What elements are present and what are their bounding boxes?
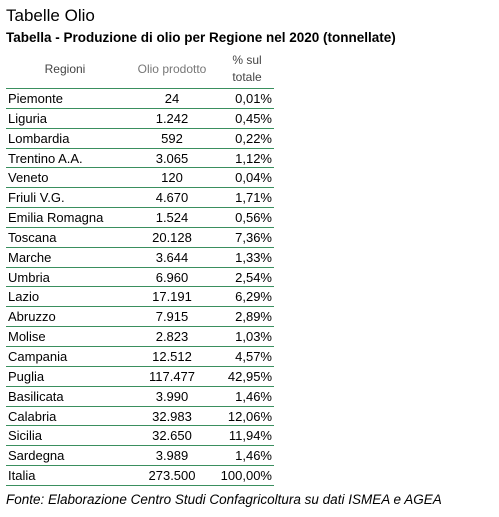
table-row: Marche 3.644 1,33% [6, 248, 274, 268]
table-row: Calabria 32.983 12,06% [6, 407, 274, 427]
cell-region: Italia [8, 468, 36, 484]
cell-percent: 12,06% [227, 408, 272, 424]
cell-oil-produced: 4.670 [155, 190, 189, 206]
cell-region: Toscana [8, 229, 57, 245]
table-row: Campania 12.512 4,57% [6, 347, 274, 367]
cell-percent: 0,56% [235, 210, 272, 226]
table-row: Basilicata 3.990 1,46% [6, 387, 274, 407]
cell-oil-produced: 24 [164, 91, 180, 106]
cell-oil-produced: 3.065 [155, 150, 189, 166]
cell-percent: 4,57% [235, 348, 272, 364]
cell-percent: 1,46% [235, 448, 272, 464]
table-row: Emilia Romagna 1.524 0,56% [6, 208, 274, 228]
cell-percent: 42,95% [227, 368, 272, 384]
cell-percent: 0,22% [235, 130, 272, 146]
cell-percent: 0,01% [235, 91, 272, 106]
cell-region: Campania [8, 348, 68, 364]
page-title: Tabelle Olio [6, 6, 95, 25]
cell-oil-produced: 273.500 [148, 468, 196, 484]
table-row: Veneto 120 0,04% [6, 168, 274, 189]
cell-region: Puglia [8, 368, 45, 384]
cell-oil-produced: 17.191 [152, 289, 192, 305]
cell-percent: 0,04% [235, 170, 272, 186]
cell-oil-produced: 2.823 [155, 329, 189, 345]
table-row: Liguria 1.242 0,45% [6, 109, 274, 129]
cell-region: Veneto [8, 170, 49, 186]
table-row: Puglia 117.477 42,95% [6, 367, 274, 387]
cell-region: Sardegna [8, 448, 65, 464]
cell-oil-produced: 592 [161, 130, 183, 146]
table-row: Trentino A.A. 3.065 1,12% [6, 149, 274, 169]
table-row: Italia 273.500 100,00% [6, 466, 274, 486]
cell-percent: 100,00% [220, 468, 272, 484]
cell-percent: 1,46% [235, 388, 272, 404]
table-row: Abruzzo 7.915 2,89% [6, 307, 274, 328]
cell-percent: 1,12% [235, 150, 272, 166]
table-row: Umbria 6.960 2,54% [6, 268, 274, 288]
cell-oil-produced: 3.644 [155, 249, 189, 265]
cell-oil-produced: 3.989 [155, 448, 189, 464]
cell-region: Umbria [8, 269, 50, 285]
cell-percent: 2,54% [235, 269, 272, 285]
cell-oil-produced: 120 [161, 170, 183, 186]
table-row: Sardegna 3.989 1,46% [6, 446, 274, 467]
cell-region: Friuli V.G. [8, 190, 65, 206]
cell-region: Abruzzo [8, 309, 56, 325]
table-row: Lazio 17.191 6,29% [6, 287, 274, 308]
cell-percent: 1,71% [235, 190, 272, 206]
cell-region: Sicilia [8, 428, 42, 444]
cell-percent: 0,45% [235, 110, 272, 126]
header-oil-produced: Olio prodotto [137, 62, 207, 76]
source-footer: Fonte: Elaborazione Centro Studi Confagr… [6, 492, 442, 507]
cell-region: Basilicata [8, 388, 64, 404]
cell-region: Lombardia [8, 130, 70, 146]
table-row: Lombardia 592 0,22% [6, 129, 274, 149]
cell-oil-produced: 12.512 [152, 348, 192, 364]
table-row: Toscana 20.128 7,36% [6, 228, 274, 248]
header-percent-line1: % sul [232, 53, 262, 67]
cell-percent: 6,29% [235, 289, 272, 305]
table-row: Piemonte 24 0,01% [6, 89, 274, 109]
cell-oil-produced: 117.477 [148, 368, 196, 384]
cell-region: Marche [8, 249, 52, 265]
table-row: Molise 2.823 1,03% [6, 327, 274, 347]
cell-oil-produced: 3.990 [155, 388, 189, 404]
cell-oil-produced: 32.650 [152, 428, 192, 444]
cell-percent: 1,33% [235, 249, 272, 265]
header-region: Regioni [44, 62, 86, 76]
cell-region: Calabria [8, 408, 57, 424]
cell-region: Liguria [8, 110, 48, 126]
cell-oil-produced: 6.960 [155, 269, 189, 285]
oil-production-table: Regioni Olio prodotto % sul totale Piemon… [6, 50, 274, 486]
cell-region: Molise [8, 329, 46, 345]
table-header: Regioni Olio prodotto % sul totale [6, 50, 274, 89]
table-row: Sicilia 32.650 11,94% [6, 426, 274, 447]
header-percent-line2: totale [232, 70, 262, 84]
cell-oil-produced: 20.128 [152, 229, 192, 245]
cell-region: Trentino A.A. [8, 150, 83, 166]
cell-region: Emilia Romagna [8, 210, 104, 226]
cell-percent: 1,03% [235, 329, 272, 345]
cell-percent: 2,89% [235, 309, 272, 325]
cell-oil-produced: 7.915 [155, 309, 189, 325]
cell-region: Piemonte [8, 91, 63, 106]
cell-oil-produced: 32.983 [152, 408, 192, 424]
cell-oil-produced: 1.524 [155, 210, 189, 226]
header-percent-total: % sul totale [220, 52, 274, 86]
cell-percent: 7,36% [235, 229, 272, 245]
cell-percent: 11,94% [228, 428, 272, 444]
table-row: Friuli V.G. 4.670 1,71% [6, 188, 274, 209]
cell-oil-produced: 1.242 [155, 110, 189, 126]
table-caption: Tabella - Produzione di olio per Regione… [6, 30, 396, 45]
table-body: Piemonte 24 0,01% Liguria 1.242 0,45% Lombardi… [6, 89, 274, 486]
cell-region: Lazio [8, 289, 40, 305]
